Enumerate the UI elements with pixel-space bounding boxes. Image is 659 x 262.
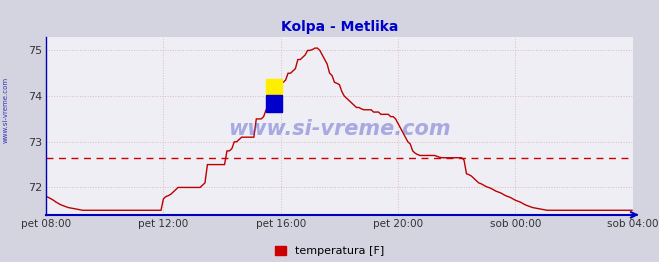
Polygon shape bbox=[266, 95, 283, 112]
Polygon shape bbox=[266, 79, 283, 95]
Text: www.si-vreme.com: www.si-vreme.com bbox=[2, 77, 9, 143]
Legend: temperatura [F]: temperatura [F] bbox=[275, 246, 384, 256]
Title: Kolpa - Metlika: Kolpa - Metlika bbox=[281, 20, 398, 34]
Text: www.si-vreme.com: www.si-vreme.com bbox=[228, 119, 451, 139]
